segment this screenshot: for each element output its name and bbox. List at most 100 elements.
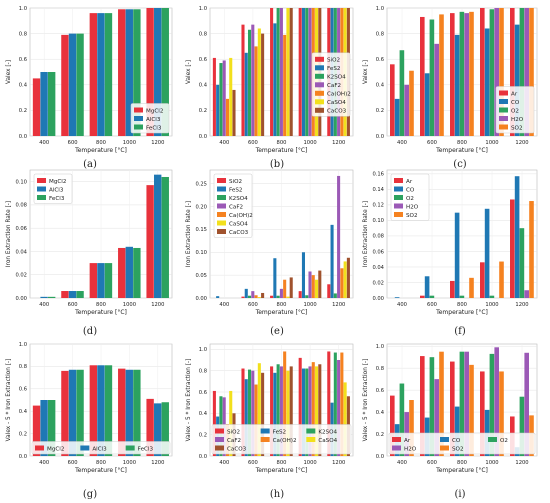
legend: SiO2 FeS2 K2SO4 CaF2 Ca(OH)2 CaSO4 CaCO3 [311,52,351,117]
y-axis-label: Iron Extraction Rate [-] [6,201,12,267]
y-tick-label: 0.06 [15,226,27,232]
x-tick-label: 1200 [151,140,164,146]
y-tick-label: 0.04 [372,265,384,271]
panel-caption: (d) [83,326,97,337]
legend-label: AlCl3 [146,117,161,123]
y-tick-label: 0.6 [19,57,27,63]
x-tick-label: 600 [248,302,258,308]
bar-e-SiO2-600 [241,296,245,298]
x-tick-label: 800 [277,140,287,146]
legend-label: H2O [404,446,417,452]
y-tick-label: 0.8 [376,366,384,372]
y-tick-label: 0.0 [19,134,27,140]
bar-h-K2SO4-1200 [333,352,337,456]
legend-swatch [315,82,324,88]
y-tick-label: 0.00 [195,296,207,302]
bar-f-SO2-1000 [499,261,504,298]
y-tick-label: 0.2 [19,108,27,114]
bar-b-CaF2-1000 [308,8,312,136]
bar-h-Ca(OH)2-1200 [340,352,344,456]
y-axis-label: Valex - 5 * Iron Extraction [-] [186,359,192,442]
y-tick-label: 0.0 [376,454,384,460]
legend-label: MgCl2 [49,179,66,185]
legend-swatch [315,65,324,71]
panel-caption: (e) [270,326,284,337]
bar-d-AlCl3-800 [97,263,105,298]
bar-f-Ar-600 [420,295,425,298]
y-tick-label: 0.10 [372,218,384,224]
legend-label: H2O [511,117,524,123]
y-tick-label: 0.08 [372,234,384,240]
legend-label: CO [452,438,461,444]
bar-i-SO2-1000 [499,371,504,456]
bar-h-K2SO4-1000 [305,368,309,456]
bar-i-Ar-400 [390,395,395,456]
y-tick-label: 0.00 [15,296,27,302]
bar-a-MgCl2-1200 [146,8,154,136]
legend-swatch [394,195,403,200]
x-tick-label: 800 [96,140,106,146]
bar-a-AlCl3-800 [97,13,105,136]
bar-e-Ca(OH)2-600 [254,295,258,298]
panel-caption: (b) [270,159,284,170]
bar-h-FeS2-600 [244,379,248,456]
chart-panel-h: 0.0 0.2 0.4 0.6 0.8 1.0 400 600 800 1000 1200 Tempe… [186,343,354,474]
y-axis-label: Iron Extraction Rate [-] [186,201,192,267]
bar-e-SiO2-1000 [298,291,302,298]
x-tick-label: 600 [248,460,258,466]
bar-g-MgCl2-1000 [118,368,126,456]
legend-swatch [217,178,226,183]
legend-label: CaSO4 [229,221,248,227]
legend-swatch [315,107,324,113]
bar-h-CaF2-1200 [337,360,341,456]
bar-e-FeS2-400 [216,296,220,298]
x-tick-label: 1000 [123,140,136,146]
legend-label: CaF2 [229,204,243,210]
bar-b-SiO2-1000 [298,8,302,136]
bar-h-CaCO3-600 [261,372,265,456]
y-tick-label: 0.4 [376,410,385,416]
bar-b-CaCO3-800 [289,8,293,136]
bar-f-O2-600 [429,295,435,298]
y-tick-label: 0.00 [372,296,384,302]
bar-e-CaSO4-800 [286,296,290,298]
bar-c-CO-1000 [484,28,490,137]
bar-h-CaF2-600 [251,370,255,456]
bar-g-AlCl3-800 [97,365,105,456]
bar-b-FeS2-1000 [301,8,305,136]
x-tick-label: 1000 [485,302,498,308]
bar-f-H2O-1200 [524,290,529,298]
legend: MgCl2 AlCl3 FeCl3 [33,173,73,204]
bar-a-FeCl3-600 [76,33,84,136]
bar-c-O2-1200 [519,8,525,136]
y-tick-label: 0.16 [372,172,384,178]
bar-f-CO-1200 [514,176,520,298]
bar-a-MgCl2-1000 [118,9,126,137]
bar-e-FeS2-800 [273,258,277,298]
chart-panel-c: 0.0 0.2 0.4 0.6 0.8 1.0 400 600 800 1000 1200 Tempe… [363,6,538,154]
bar-g-FeCl3-800 [104,365,113,456]
y-tick-label: 1.0 [199,347,207,353]
bar-c-CO-800 [454,34,460,136]
legend-swatch [394,178,403,183]
bar-d-MgCl2-1200 [146,185,154,298]
x-axis-label: Temperature [°C] [255,147,308,154]
chart-panel-d: 0.00 0.02 0.04 0.06 0.08 0.10 400 600 800 1000 120… [6,169,173,316]
legend-swatch [260,437,270,442]
legend: SiO2 FeS2 K2SO4 CaF2 Ca(OH)2 CaSO4 CaCO3 [213,173,253,238]
y-tick-label: 1.0 [199,6,207,12]
chart-panel-a: 0.0 0.2 0.4 0.6 0.8 1.0 400 600 800 1000 1200 Tempe… [6,6,173,154]
legend-label: H2O [406,204,419,210]
legend-swatch [394,212,403,217]
y-tick-label: 0.4 [199,411,208,417]
bar-b-CaF2-600 [251,24,255,136]
y-tick-label: 0.06 [372,249,384,255]
bar-c-Ar-400 [390,64,395,136]
legend-swatch [499,90,508,96]
bar-e-K2SO4-1000 [305,295,309,298]
x-tick-label: 800 [96,460,106,466]
bar-c-H2O-1000 [494,8,499,136]
bar-d-FeCl3-1000 [133,247,141,298]
x-tick-label: 1000 [123,302,136,308]
legend-label: K2SO4 [327,75,346,81]
